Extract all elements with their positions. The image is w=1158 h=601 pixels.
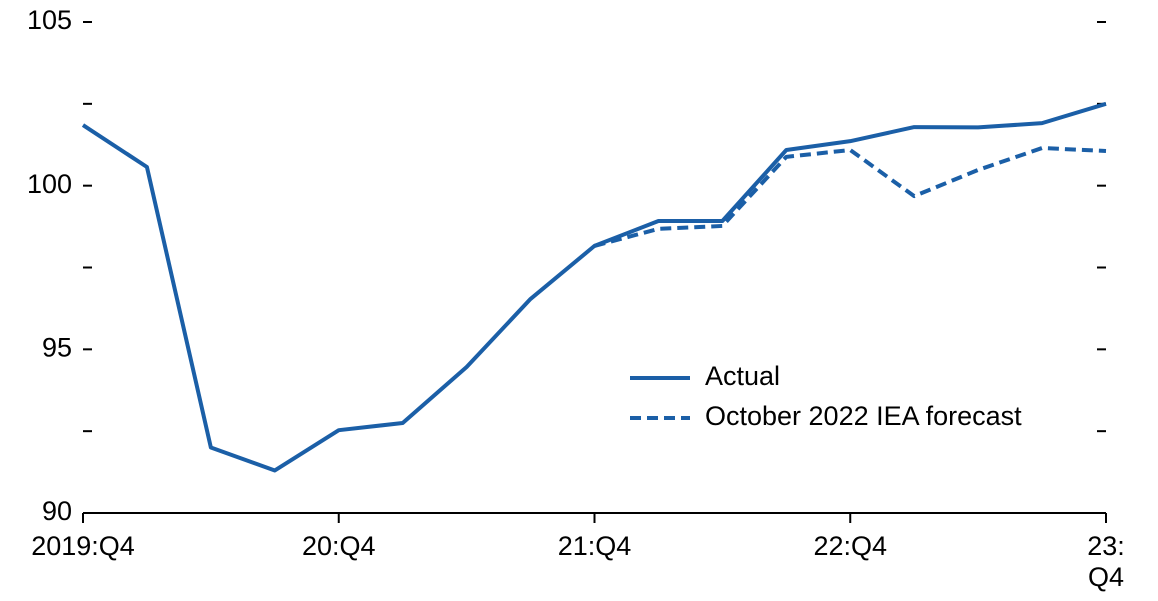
x-tick-label: 21:Q4: [557, 531, 632, 561]
y-tick-label: 105: [27, 5, 72, 35]
x-tick-label: 22:Q4: [813, 531, 888, 561]
y-tick-label: 95: [42, 332, 72, 362]
x-tick-label: 23: Q4: [1087, 531, 1125, 592]
series-line: [593, 146, 1107, 248]
legend-label: Actual: [705, 361, 780, 391]
y-tick-label: 90: [42, 496, 72, 526]
x-tick-label: 20:Q4: [301, 531, 376, 561]
legend-label: October 2022 IEA forecast: [705, 401, 1022, 431]
x-tick-label: 2019:Q4: [31, 531, 135, 561]
y-tick-label: 100: [27, 169, 72, 199]
